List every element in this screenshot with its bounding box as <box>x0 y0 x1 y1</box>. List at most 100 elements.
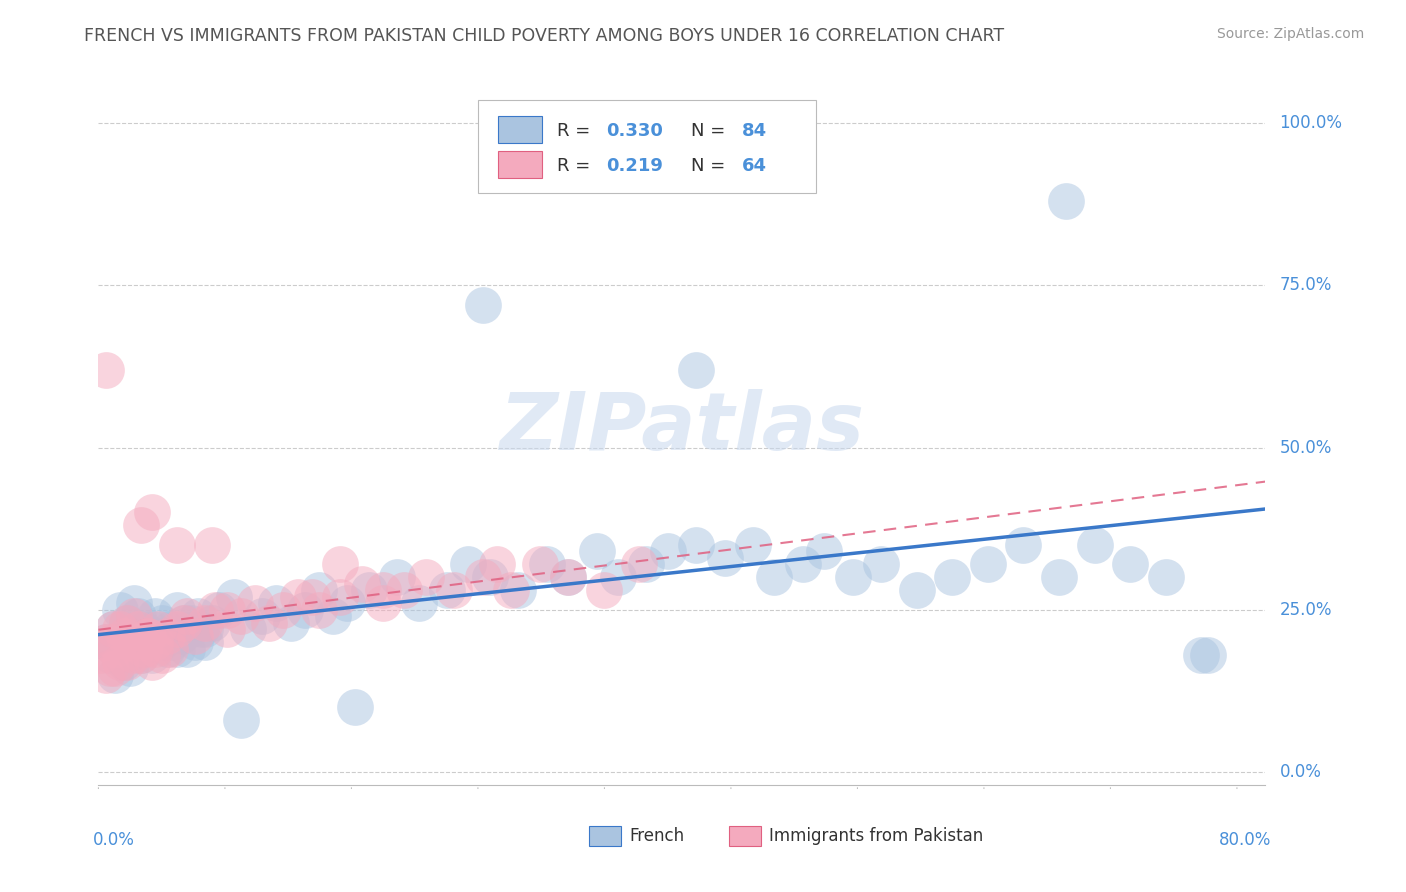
Point <box>204 603 226 617</box>
Point <box>122 609 145 624</box>
Point <box>187 609 209 624</box>
Point <box>176 641 198 656</box>
Point <box>236 622 259 636</box>
Text: ZIPatlas: ZIPatlas <box>499 389 865 467</box>
Point <box>118 635 141 649</box>
Point <box>94 363 117 377</box>
Point <box>742 538 765 552</box>
Point <box>350 577 373 591</box>
FancyBboxPatch shape <box>498 116 541 143</box>
Point <box>180 622 202 636</box>
Point <box>101 622 124 636</box>
Text: R =: R = <box>557 157 602 175</box>
Text: 100.0%: 100.0% <box>1279 114 1343 132</box>
Point <box>501 583 523 598</box>
Point <box>184 629 207 643</box>
Point <box>941 570 963 584</box>
Point <box>250 609 273 624</box>
Text: R =: R = <box>557 121 596 139</box>
Point <box>108 622 131 636</box>
Text: 25.0%: 25.0% <box>1279 601 1331 619</box>
Point <box>129 641 152 656</box>
Point <box>141 622 163 636</box>
Text: 0.0%: 0.0% <box>1279 763 1322 781</box>
Point <box>166 622 188 636</box>
Point <box>657 544 679 558</box>
Point <box>136 635 159 649</box>
Point <box>152 635 174 649</box>
Point <box>1119 558 1142 572</box>
Point <box>322 609 344 624</box>
Point <box>104 641 127 656</box>
Point <box>636 558 658 572</box>
Point <box>118 629 141 643</box>
Text: Immigrants from Pakistan: Immigrants from Pakistan <box>769 827 984 845</box>
Point <box>408 596 430 610</box>
Point <box>685 363 707 377</box>
Point <box>115 615 138 630</box>
Point <box>243 596 266 610</box>
Text: 75.0%: 75.0% <box>1279 277 1331 294</box>
Point <box>136 629 159 643</box>
Point <box>457 558 479 572</box>
Point <box>101 635 124 649</box>
Point <box>229 609 252 624</box>
Text: FRENCH VS IMMIGRANTS FROM PAKISTAN CHILD POVERTY AMONG BOYS UNDER 16 CORRELATION: FRENCH VS IMMIGRANTS FROM PAKISTAN CHILD… <box>84 27 1004 45</box>
Point <box>229 713 252 727</box>
Text: 84: 84 <box>741 121 766 139</box>
FancyBboxPatch shape <box>478 100 815 193</box>
Point <box>1084 538 1107 552</box>
Point <box>141 648 163 663</box>
Point <box>112 629 135 643</box>
Point <box>104 641 127 656</box>
Point <box>1198 648 1220 663</box>
Point <box>152 648 174 663</box>
Point <box>1054 194 1077 208</box>
Point <box>129 648 152 663</box>
Point <box>336 596 359 610</box>
Point <box>115 655 138 669</box>
Point <box>148 629 170 643</box>
Point <box>301 590 323 604</box>
Point <box>329 590 352 604</box>
Point <box>156 629 179 643</box>
Point <box>98 648 121 663</box>
Point <box>287 590 309 604</box>
Point <box>280 615 302 630</box>
Point <box>141 506 163 520</box>
Point <box>436 583 458 598</box>
Point <box>585 544 607 558</box>
Point <box>329 558 352 572</box>
Point <box>104 661 127 675</box>
Point <box>371 596 394 610</box>
Text: Source: ZipAtlas.com: Source: ZipAtlas.com <box>1216 27 1364 41</box>
Point <box>557 570 579 584</box>
Point <box>129 635 152 649</box>
Point <box>129 518 152 533</box>
Point <box>415 570 437 584</box>
Point <box>194 622 217 636</box>
Point <box>101 622 124 636</box>
Point <box>94 635 117 649</box>
Point <box>273 603 295 617</box>
Point <box>628 558 651 572</box>
Text: 0.330: 0.330 <box>606 121 664 139</box>
Point <box>170 629 193 643</box>
FancyBboxPatch shape <box>589 826 621 846</box>
Point <box>143 609 166 624</box>
Point <box>152 615 174 630</box>
Point <box>118 661 141 675</box>
Point <box>143 635 166 649</box>
Point <box>813 544 835 558</box>
Point <box>190 622 212 636</box>
Point <box>184 635 207 649</box>
Point <box>592 583 614 598</box>
Point <box>104 667 127 681</box>
Point <box>1012 538 1035 552</box>
Point <box>90 648 112 663</box>
Text: 64: 64 <box>741 157 766 175</box>
Point <box>162 635 184 649</box>
Point <box>166 538 188 552</box>
Point <box>148 622 170 636</box>
Point <box>115 615 138 630</box>
